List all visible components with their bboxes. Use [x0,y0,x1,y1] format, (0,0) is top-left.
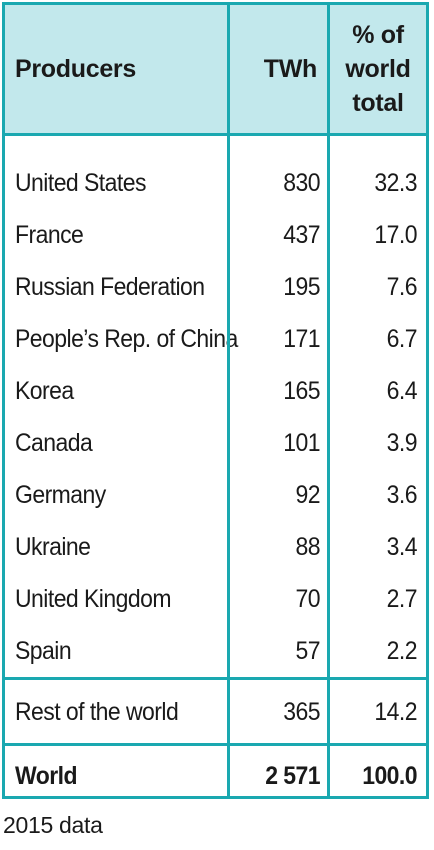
header-pct-world-total: % of world total [330,5,426,133]
cell-twh: 165 [283,376,320,405]
column-divider [327,5,330,796]
cell-producer: People’s Rep. of China [15,324,238,353]
cell-producer: Russian Federation [15,272,205,301]
cell-producer: Canada [15,428,93,457]
cell-pct: 7.6 [386,272,418,301]
total-divider [5,743,426,746]
data-year-note: 2015 data [3,812,103,838]
cell-twh: 830 [283,168,320,197]
cell-twh: 195 [283,272,320,301]
cell-producer: Rest of the world [15,697,179,726]
table-row: Spain 57 2.2 [5,625,426,677]
cell-producer: France [15,220,84,249]
cell-twh: 101 [283,428,320,457]
table-row: Canada 101 3.9 [5,417,426,469]
producers-table: Producers TWh % of world total United St… [2,2,429,799]
table-row: Korea 165 6.4 [5,365,426,417]
cell-pct: 14.2 [374,697,417,726]
cell-twh: 70 [295,584,321,613]
column-divider [227,5,230,796]
cell-pct: 3.9 [386,428,418,457]
table-row-rest: Rest of the world 365 14.2 [5,686,426,738]
cell-producer: Ukraine [15,532,91,561]
table-row-total: World 2 571 100.0 [5,750,426,802]
table-row: France 437 17.0 [5,209,426,261]
cell-pct: 100.0 [362,761,417,790]
cell-twh: 365 [283,697,320,726]
cell-pct: 3.6 [386,480,418,509]
cell-twh: 92 [295,480,321,509]
cell-twh: 88 [295,532,321,561]
cell-pct: 2.2 [386,636,418,665]
cell-pct: 6.4 [386,376,418,405]
cell-producer: World [15,761,78,790]
cell-producer: Spain [15,636,72,665]
header-twh: TWh [263,54,318,83]
cell-twh: 2 571 [265,761,320,790]
cell-pct: 6.7 [386,324,418,353]
header-pct-line3: total [352,89,404,117]
rest-divider [5,677,426,680]
table-row: United Kingdom 70 2.7 [5,573,426,625]
table-row: United States 830 32.3 [5,157,426,209]
cell-pct: 17.0 [374,220,417,249]
header-pct-line1: % of [352,21,404,49]
table-row: Russian Federation 195 7.6 [5,261,426,313]
header-pct-line2: world [345,55,411,83]
header-producers: Producers [15,54,136,83]
cell-producer: Korea [15,376,74,405]
header-divider [5,133,426,136]
cell-producer: United States [15,168,146,197]
cell-twh: 57 [295,636,321,665]
cell-producer: United Kingdom [15,584,171,613]
table-row: Ukraine 88 3.4 [5,521,426,573]
table-row: People’s Rep. of China 171 6.7 [5,313,426,365]
table-row: Germany 92 3.6 [5,469,426,521]
cell-pct: 2.7 [386,584,418,613]
cell-pct: 3.4 [386,532,418,561]
cell-twh: 171 [283,324,320,353]
table-header: Producers TWh % of world total [5,5,426,133]
cell-twh: 437 [283,220,320,249]
cell-pct: 32.3 [374,168,417,197]
cell-producer: Germany [15,480,106,509]
